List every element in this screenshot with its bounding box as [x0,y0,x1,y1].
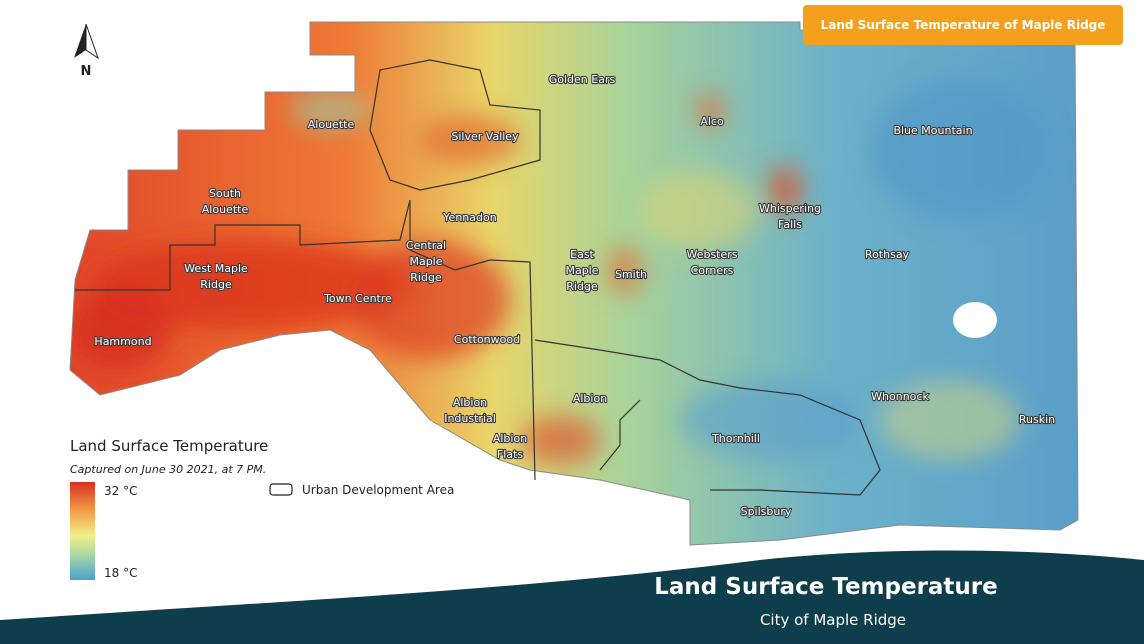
neighbourhood-label: Whonnock [871,390,929,403]
neighbourhood-label: Smith [615,268,647,281]
neighbourhood-label: Whispering [759,202,821,215]
neighbourhood-label: Rothsay [865,248,910,261]
neighbourhood-label: Central [406,239,446,252]
badge: Land Surface Temperature of Maple Ridge [803,5,1123,45]
neighbourhood-label: Albion [493,432,527,445]
neighbourhood-label: Alouette [308,118,355,131]
urban-development-boundary [75,59,881,496]
neighbourhood-label: South [209,187,241,200]
badge-box [803,5,1123,45]
neighbourhood-label: Albion [573,392,607,405]
neighbourhood-label: Corners [691,264,734,277]
neighbourhood-label: Ridge [200,278,232,291]
legend-scale [70,482,95,580]
neighbourhood-label: Flats [497,448,523,461]
north-arrow: N [74,23,99,79]
neighbourhood-label: Hammond [94,335,151,348]
neighbourhood-label: West Maple [184,262,248,275]
map-labels: Golden Ears Alouette Silver Valley Alco Blue… [93,72,1056,519]
neighbourhood-label: Golden Ears [549,73,616,86]
neighbourhood-label: Ruskin [1019,413,1055,426]
heat-patches [70,80,1050,465]
neighbourhood-label: Town Centre [323,292,392,305]
footer-wave [0,550,1144,644]
neighbourhood-label: Blue Mountain [893,124,972,137]
neighbourhood-label: Falls [778,218,802,231]
neighbourhood-label: Ridge [410,271,442,284]
legend-title: Land Surface Temperature [70,437,268,455]
neighbourhood-label: Maple [409,255,442,268]
neighbourhood-label: Albion [453,396,487,409]
legend-boundary-label: Urban Development Area [302,483,454,497]
legend-min: 18 °C [104,566,137,580]
map: Golden Ears Alouette Silver Valley Alco Blue… [69,21,1079,546]
neighbourhood-label: Cottonwood [454,333,520,346]
north-label: N [81,64,92,79]
footer: Land Surface Temperature City of Maple R… [0,550,1144,644]
legend-max: 32 °C [104,484,137,498]
neighbourhood-label: Spilsbury [741,505,792,518]
neighbourhood-label: Maple [565,264,598,277]
neighbourhood-label: Ridge [566,280,598,293]
badge-text: Land Surface Temperature of Maple Ridge [821,18,1106,32]
neighbourhood-label: Alouette [202,203,249,216]
neighbourhood-label: Alco [700,115,724,128]
footer-subtitle: City of Maple Ridge [760,611,906,629]
footer-title: Land Surface Temperature [654,574,998,600]
neighbourhood-label: East [570,248,594,261]
legend: Land Surface Temperature Captured on Jun… [70,437,454,580]
lake [953,302,997,338]
neighbourhood-label: Websters [686,248,737,261]
legend-boundary-swatch [269,483,293,496]
neighbourhood-label: Industrial [444,412,496,425]
neighbourhood-label: Yennadon [442,211,496,224]
legend-subtitle: Captured on June 30 2021, at 7 PM. [70,463,266,476]
neighbourhood-label: Silver Valley [451,130,519,143]
neighbourhood-label: Thornhill [711,432,760,445]
